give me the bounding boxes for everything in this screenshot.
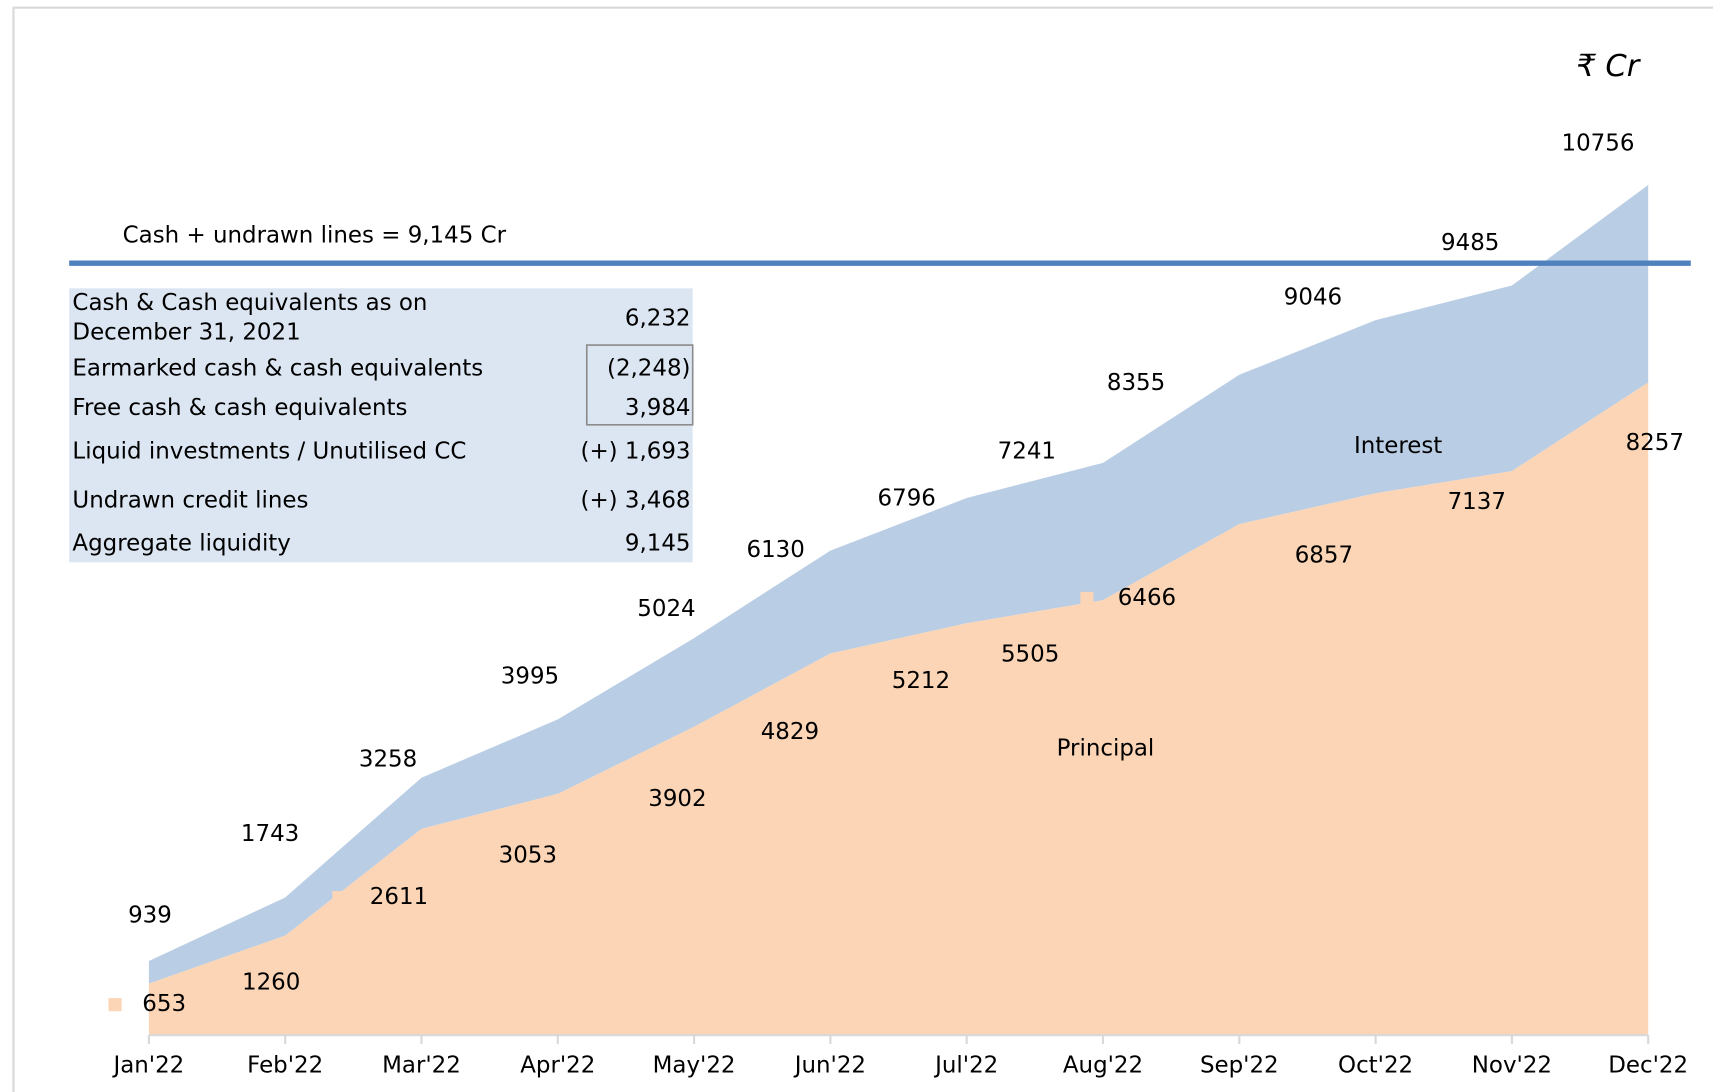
principal-label: 8257: [1626, 430, 1684, 456]
x-tick-label: Apr'22: [520, 1052, 595, 1078]
x-tick-label: Dec'22: [1608, 1052, 1688, 1078]
total-label: 10756: [1562, 131, 1635, 157]
principal-label: 4829: [761, 719, 819, 745]
principal-label: 5212: [892, 668, 950, 694]
table-label: December 31, 2021: [72, 320, 300, 346]
principal-label: 5505: [1001, 642, 1059, 668]
total-label: 939: [128, 903, 172, 929]
principal-area: [148, 382, 1649, 1036]
x-tick-label: Jan'22: [111, 1052, 184, 1078]
principal-label: 6857: [1295, 542, 1353, 568]
table-label: Cash & Cash equivalents as on: [72, 290, 427, 316]
total-label: 6130: [747, 537, 805, 563]
table-value: (2,248): [607, 356, 691, 382]
total-label: 6796: [878, 486, 936, 512]
x-tick-label: Sep'22: [1200, 1052, 1279, 1078]
total-label: 3258: [359, 747, 417, 773]
table-value: 6,232: [625, 305, 691, 331]
principal-label: 6466: [1118, 585, 1176, 611]
x-tick-label: Nov'22: [1472, 1052, 1552, 1078]
x-tick-label: Mar'22: [382, 1052, 461, 1078]
x-tick-label: Aug'22: [1063, 1052, 1143, 1078]
reference-label: Cash + undrawn lines = 9,145 Cr: [123, 222, 507, 248]
table-highlight: [585, 344, 694, 426]
total-label: 9046: [1284, 285, 1342, 311]
total-label: 7241: [998, 439, 1056, 465]
x-tick-label: Jul'22: [933, 1052, 998, 1078]
table-label: Liquid investments / Unutilised CC: [72, 439, 466, 465]
x-tick-label: May'22: [653, 1052, 736, 1078]
interest-area: [148, 185, 1649, 984]
x-tick-label: Jun'22: [793, 1052, 866, 1078]
x-tick-label: Feb'22: [247, 1052, 323, 1078]
total-label: 5024: [637, 596, 695, 622]
label-marker: [1080, 591, 1094, 605]
frame: [12, 6, 1713, 1092]
table-label: Undrawn credit lines: [72, 488, 308, 514]
table-value: (+) 1,693: [581, 439, 691, 465]
principal-label: 2611: [370, 884, 428, 910]
table-value: 9,145: [625, 530, 691, 556]
series-label: Interest: [1354, 433, 1442, 459]
label-marker: [332, 891, 346, 905]
principal-label: 3902: [648, 786, 706, 812]
total-label: 1743: [241, 821, 299, 847]
principal-label: 1260: [242, 969, 300, 995]
table-label: Free cash & cash equivalents: [72, 395, 407, 421]
total-label: 3995: [501, 664, 559, 690]
x-tick-label: Oct'22: [1338, 1052, 1413, 1078]
principal-label: 3053: [499, 843, 557, 869]
total-label: 8355: [1107, 370, 1165, 396]
series-label: Principal: [1057, 736, 1155, 762]
label-marker: [108, 998, 122, 1012]
table-value: (+) 3,468: [581, 488, 691, 514]
principal-label: 7137: [1448, 489, 1506, 515]
total-label: 9485: [1441, 230, 1499, 256]
table-value: 3,984: [625, 395, 691, 421]
table-label: Earmarked cash & cash equivalents: [72, 356, 483, 382]
principal-label: 653: [142, 991, 186, 1017]
table-label: Aggregate liquidity: [72, 530, 290, 556]
unit-label: ₹ Cr: [1576, 49, 1641, 84]
